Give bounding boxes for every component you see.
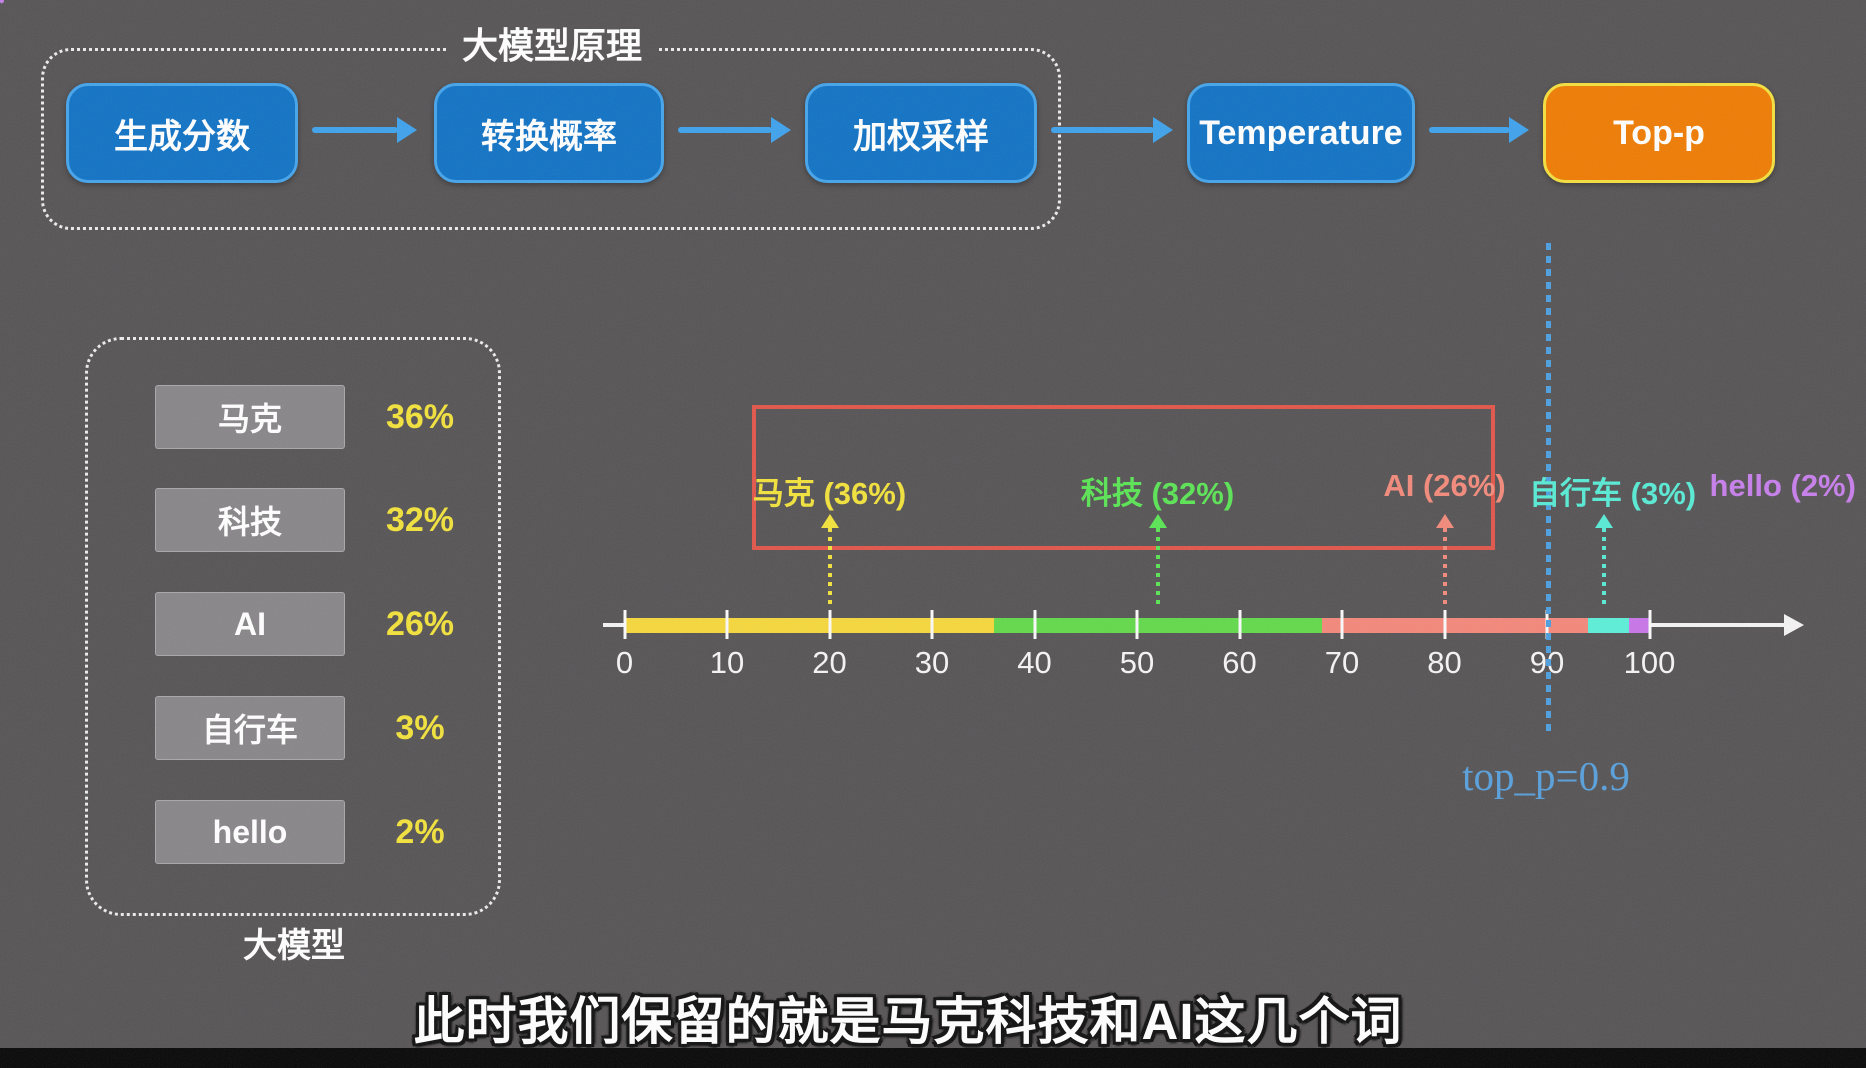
- hello-pointer-arrow-icon: [0, 0, 127, 4]
- axis-tick-label: 100: [1623, 645, 1676, 680]
- flow-step-convert-probability: 转换概率: [434, 83, 664, 183]
- axis-arrowhead-icon: [1784, 614, 1804, 636]
- axis-word-label-科技: 科技 (32%): [1080, 476, 1235, 511]
- token-chip-bicycle: 自行车: [155, 696, 345, 760]
- axis-tick: [623, 610, 626, 639]
- token-chip-make: 马克: [155, 385, 345, 449]
- model-group-title: 大模型: [243, 927, 345, 965]
- axis-word-label-马克: 马克 (36%): [752, 476, 907, 511]
- flow-arrow-icon: [312, 127, 398, 133]
- flow-step-weighted-sampling: 加权采样: [805, 83, 1037, 183]
- axis-tick: [1033, 610, 1036, 639]
- axis-word-label-AI: AI (26%): [1383, 468, 1506, 503]
- axis-tick-label: 40: [1017, 645, 1052, 680]
- token-percent: 3%: [395, 709, 445, 747]
- axis-tick-label: 80: [1427, 645, 1462, 680]
- token-chip-ai: AI: [155, 592, 345, 656]
- flow-step-top-p: Top-p: [1543, 83, 1775, 183]
- axis-tick-label: 0: [615, 645, 634, 680]
- axis-segment-马克: [624, 618, 994, 633]
- axis-word-label-自行车: 自行车 (3%): [1529, 476, 1697, 511]
- axis-tick: [1238, 610, 1241, 639]
- axis-tick-label: 70: [1324, 645, 1360, 680]
- axis-tick: [930, 610, 934, 639]
- token-percent: 26%: [385, 605, 455, 643]
- flow-arrow-icon: [1429, 127, 1510, 133]
- axis-tick-label: 20: [812, 645, 847, 680]
- top-p-threshold-label: top_p=0.9: [1462, 753, 1630, 799]
- video-subtitle: 此时我们保留的就是马克科技和AI这几个词: [413, 993, 1403, 1050]
- token-percent: 36%: [385, 398, 455, 436]
- axis-tick-label: 30: [914, 645, 950, 680]
- flow-arrow-icon: [678, 127, 772, 133]
- token-percent: 32%: [385, 501, 455, 539]
- axis-tick: [1648, 610, 1651, 639]
- flow-group-title: 大模型原理: [445, 24, 659, 68]
- token-chip-keji: 科技: [155, 488, 345, 552]
- axis-tick-label: 10: [709, 645, 745, 680]
- axis-word-label-hello: hello (2%): [1709, 468, 1856, 503]
- axis-tick: [828, 610, 831, 639]
- axis-tick-label: 50: [1119, 645, 1155, 680]
- axis-tick: [1443, 610, 1446, 639]
- axis-tick: [1135, 610, 1139, 639]
- bottom-letterbox-bar: [0, 1048, 1866, 1068]
- flow-step-generate-scores: 生成分数: [66, 83, 298, 183]
- token-percent: 2%: [395, 813, 445, 851]
- axis-segment-科技: [993, 618, 1322, 633]
- axis-tick: [1340, 610, 1344, 639]
- flow-arrow-icon: [1051, 127, 1154, 133]
- flow-step-temperature: Temperature: [1187, 83, 1415, 183]
- axis-segment-自行车: [1588, 618, 1629, 633]
- axis-segment-hello: [1629, 618, 1650, 633]
- token-chip-hello: hello: [155, 800, 345, 864]
- axis-tick-label: 60: [1222, 645, 1257, 680]
- axis-tick: [725, 610, 729, 639]
